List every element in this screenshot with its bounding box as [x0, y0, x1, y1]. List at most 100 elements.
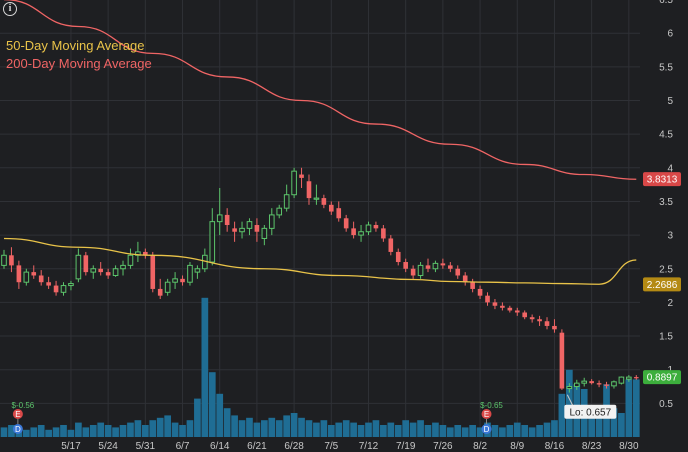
x-tick-label: 7/19 [396, 441, 416, 452]
candle-body [239, 227, 245, 233]
candle-body [559, 332, 565, 389]
candle-body [440, 263, 446, 266]
x-tick-label: 5/31 [136, 441, 156, 452]
volume-bar [119, 425, 127, 437]
volume-bar [387, 422, 395, 437]
x-tick-label: 6/28 [284, 441, 304, 452]
candle-body [596, 383, 602, 385]
volume-bar [52, 427, 60, 437]
candle-body [522, 312, 528, 318]
candle-body [417, 264, 424, 276]
candle-body [16, 265, 22, 283]
candle-body [46, 282, 51, 286]
candle-body [537, 319, 542, 322]
candle-body [351, 228, 356, 236]
volume-bar [298, 417, 305, 437]
candle-body [306, 181, 312, 199]
candle-body [589, 381, 594, 384]
candle-body [552, 325, 557, 330]
volume-bar [327, 425, 335, 437]
candle-body [187, 264, 193, 283]
volume-bar [22, 429, 30, 437]
candle-body [507, 307, 513, 311]
volume-bar [454, 425, 462, 437]
volume-bar [558, 393, 566, 437]
candle-body [618, 376, 625, 384]
candle-body [388, 238, 394, 252]
candle-body [83, 255, 89, 273]
candle-body [143, 251, 148, 256]
volume-bar [97, 422, 105, 437]
y-tick-label: 3 [667, 231, 673, 242]
candle-body [500, 305, 505, 308]
ma200-badge-text: 3.8313 [647, 175, 678, 186]
candle-body [336, 208, 342, 219]
candle-body [477, 288, 483, 296]
candle-body [68, 283, 74, 287]
volume-bar [625, 379, 633, 437]
candle-body [209, 221, 216, 263]
volume-bar [305, 420, 313, 437]
candle-body [581, 380, 588, 384]
x-tick-label: 6/7 [176, 441, 190, 452]
candle-body [448, 265, 453, 269]
volume-bar [216, 393, 224, 437]
candle-body [365, 224, 372, 233]
candle-body [544, 321, 550, 326]
earnings-icon [481, 409, 492, 419]
y-tick-label: 4 [667, 163, 673, 174]
candle-body [626, 376, 632, 380]
earnings-value: $-0.65 [480, 401, 503, 410]
candle-body [172, 278, 178, 283]
volume-bar [141, 425, 149, 437]
candle-body [573, 382, 580, 388]
volume-bar [402, 420, 410, 437]
candle-body [299, 174, 304, 178]
volume-bar [82, 427, 90, 437]
ma50-badge-text: 2.2686 [647, 280, 678, 291]
y-tick-label: 5 [667, 96, 673, 107]
volume-bar [45, 429, 52, 437]
candle-body [328, 204, 334, 212]
volume-bar [194, 398, 201, 437]
info-glyph: i [8, 3, 12, 14]
candle-body [604, 384, 609, 386]
dividend-icon-letter: D [15, 425, 21, 434]
candle-body [254, 225, 260, 232]
candle-body [276, 207, 283, 216]
candle-body [53, 285, 59, 293]
volume-bar [75, 422, 82, 437]
candle-body [358, 231, 364, 236]
candle-body [492, 302, 498, 306]
volume-bar [30, 427, 38, 437]
x-tick-label: 7/26 [433, 441, 453, 452]
candle-body [112, 268, 119, 276]
volume-bar [164, 415, 171, 437]
candle-body [343, 218, 349, 229]
ma200-badge [643, 172, 681, 187]
volume-bar [446, 427, 454, 437]
volume-bar [528, 427, 536, 437]
volume-bar [246, 417, 253, 437]
y-tick-label: 4.5 [659, 130, 673, 141]
y-tick-label: 0.5 [659, 399, 673, 410]
y-tick-label: 2 [667, 298, 673, 309]
x-tick-label: 8/2 [473, 441, 487, 452]
candle-body [633, 377, 639, 379]
info-icon[interactable]: i [3, 2, 17, 16]
candle-body [180, 278, 185, 283]
candle-body [157, 288, 163, 296]
volume-bar [320, 420, 328, 437]
volume-bar [365, 422, 372, 437]
volume-bar [238, 420, 246, 437]
candle-body [283, 194, 290, 209]
volume-bar [268, 417, 276, 437]
candle-body [529, 317, 535, 320]
candle-body [268, 214, 275, 229]
candle-body [127, 254, 134, 266]
low-label-box [564, 404, 617, 419]
volume-bar [350, 422, 357, 437]
volume-bar [342, 420, 350, 437]
candle-body [90, 268, 97, 273]
